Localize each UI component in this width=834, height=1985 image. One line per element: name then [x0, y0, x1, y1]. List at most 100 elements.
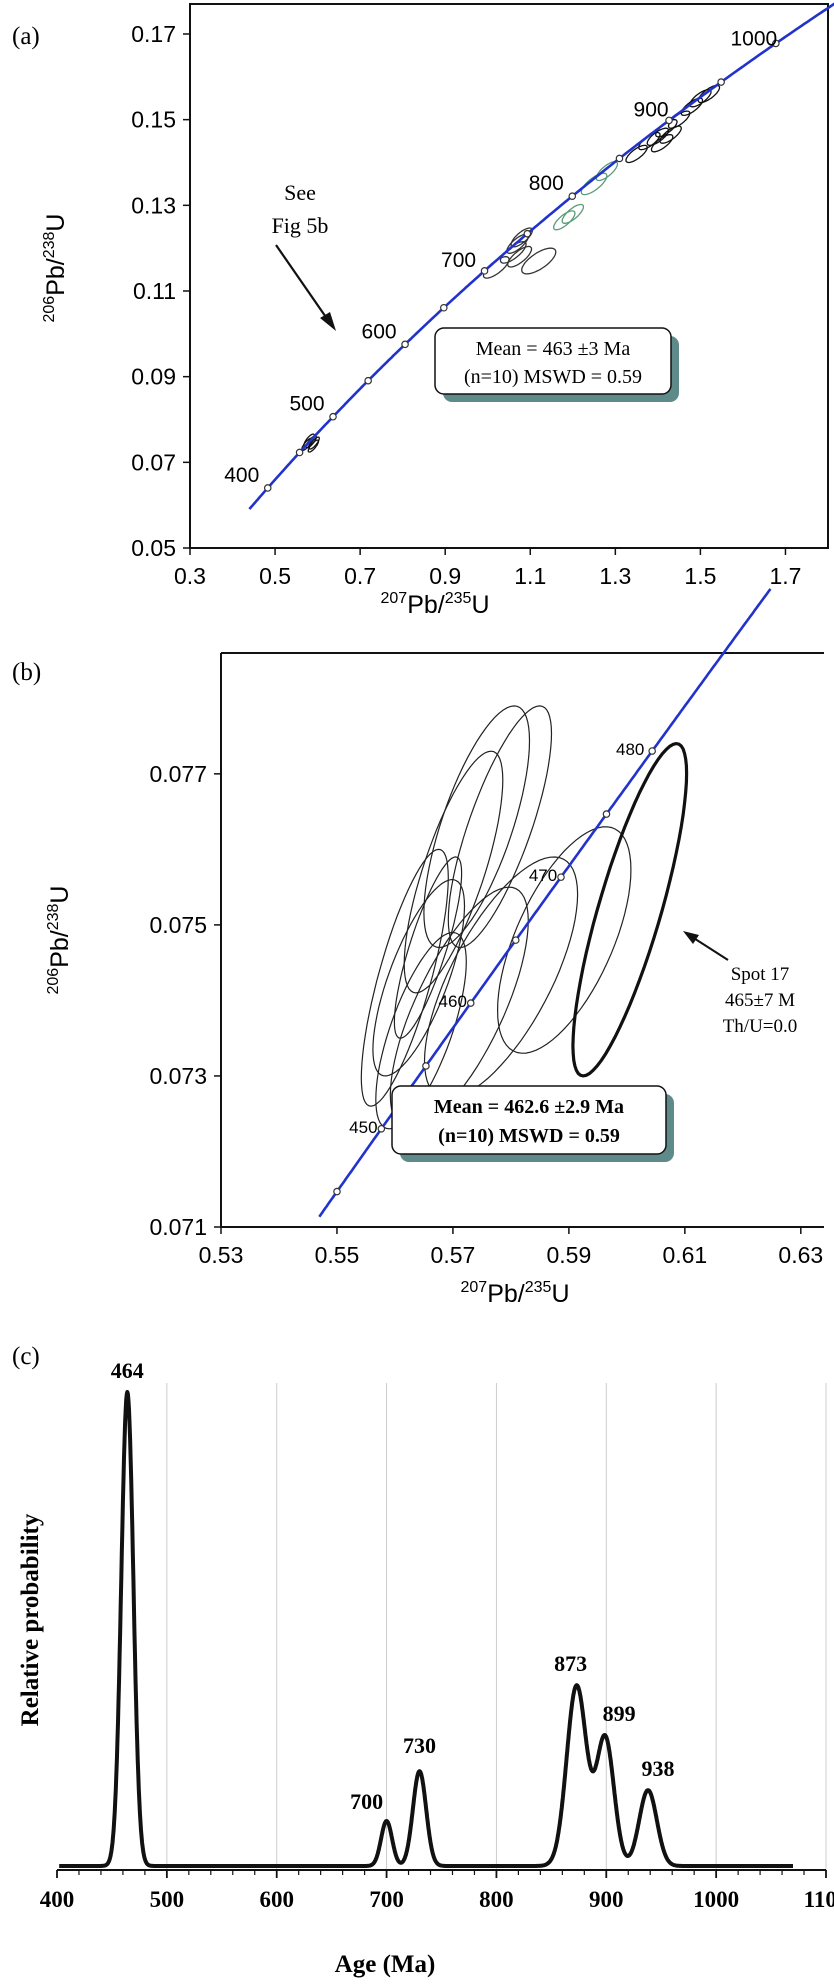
spot-17-age: 465±7 M: [725, 990, 795, 1011]
panel-a-stats-box: [434, 327, 672, 395]
age-marker-900: [665, 116, 673, 125]
age-marker-475: [602, 810, 611, 818]
ellipse-9: [507, 245, 533, 268]
peak-label-730: 730: [403, 1733, 436, 1758]
see-fig-5b-line2: Fig 5b: [272, 213, 329, 238]
age-label-1000: 1000: [730, 27, 777, 50]
y-tick-label-0: 0.05: [131, 535, 176, 561]
see-fig-5b-arrowhead: [320, 312, 336, 331]
x-tick-label-3: 0.59: [547, 1242, 592, 1268]
age-marker-445: [333, 1187, 341, 1196]
x-tick-label-2: 600: [259, 1887, 294, 1912]
ellipse-16: [625, 144, 648, 164]
panel-c-x-axis-label: Age (Ma): [335, 1951, 436, 1978]
panel-b-x-axis-label: 207Pb/235U: [461, 1279, 570, 1308]
x-tick-label-1: 500: [150, 1887, 185, 1912]
peak-label-899: 899: [603, 1701, 636, 1726]
age-marker-700: [480, 267, 489, 275]
ellipse-7: [389, 886, 529, 1130]
panel-b-mean-text: Mean = 462.6 ±2.9 Ma: [434, 1096, 624, 1118]
x-tick-label-0: 400: [40, 1887, 75, 1912]
x-tick-label-5: 900: [589, 1887, 624, 1912]
ellipse-25: [697, 84, 721, 104]
panel-a-frame: [189, 3, 829, 549]
panel-c-x-ticks: 400 500 600 700 800 900 1000 1100: [40, 1870, 834, 1912]
spot-17-label: Spot 17: [731, 964, 790, 985]
x-tick-label-4: 0.61: [662, 1242, 707, 1268]
x-tick-label-0: 0.53: [199, 1242, 244, 1268]
x-tick-label-3: 700: [369, 1887, 404, 1912]
age-marker-465: [511, 936, 520, 944]
y-tick-label-1: 0.073: [149, 1063, 207, 1089]
age-label-800: 800: [529, 172, 564, 195]
age-marker-500: [329, 412, 337, 421]
x-tick-label-6: 1.5: [684, 563, 716, 589]
panel-b-stats-box: [391, 1085, 667, 1155]
age-marker-455: [422, 1062, 430, 1070]
x-tick-label-1: 0.55: [315, 1242, 360, 1268]
ellipse-19: [650, 133, 674, 153]
y-tick-label-2: 0.075: [149, 912, 207, 938]
panel-a-mswd-text: (n=10) MSWD = 0.59: [464, 366, 642, 388]
age-marker-800: [568, 192, 577, 201]
peak-label-464: 464: [111, 1358, 144, 1383]
age-label-470: 470: [529, 866, 557, 885]
panel-b-y-axis-label: 206Pb/238U: [45, 886, 74, 995]
see-fig-5b-line1: See: [284, 180, 316, 205]
ellipse-6: [482, 256, 510, 279]
y-tick-label-5: 0.15: [131, 107, 176, 133]
ellipse-6: [423, 856, 579, 1100]
ellipse-22: [667, 110, 691, 129]
panel-c-label: (c): [12, 1343, 40, 1370]
age-marker-460: [466, 999, 475, 1007]
panel-b: (b) 450 460 470 480 0.53 0.55 0.57 0.59 0.61 0.6…: [12, 588, 824, 1308]
x-tick-label-4: 1.1: [514, 563, 546, 589]
panel-a: (a) 400 500 600 700 800 900 1000 0.3 0.5 0.7 0.9 1…: [12, 2, 834, 619]
x-tick-label-4: 800: [479, 1887, 514, 1912]
ellipse-9: [393, 856, 463, 1039]
peak-label-938: 938: [642, 1756, 675, 1781]
y-tick-label-0: 0.071: [149, 1214, 207, 1240]
ellipse-18: [646, 127, 670, 147]
age-label-900: 900: [634, 98, 669, 121]
y-tick-label-2: 0.09: [131, 364, 176, 390]
panel-c: (c) 400 500 600 700 800 900 1000 1100 464 700 730…: [12, 1343, 834, 1978]
age-marker-750: [523, 229, 532, 238]
x-tick-label-3: 0.9: [429, 563, 461, 589]
x-tick-label-2: 0.7: [344, 563, 376, 589]
x-tick-label-7: 1100: [804, 1887, 834, 1912]
age-label-700: 700: [441, 249, 476, 272]
x-tick-label-6: 1000: [693, 1887, 739, 1912]
y-tick-label-3: 0.11: [133, 278, 176, 304]
panel-b-ellipses: [360, 705, 689, 1130]
age-marker-450: [295, 448, 304, 457]
age-label-600: 600: [362, 320, 397, 343]
panel-a-age-markers: 400 500 600 700 800 900 1000: [224, 27, 780, 492]
age-label-500: 500: [290, 393, 325, 416]
x-tick-label-0: 0.3: [174, 563, 206, 589]
age-marker-550: [364, 376, 372, 385]
age-label-450: 450: [349, 1118, 377, 1137]
ellipse-10: [510, 227, 534, 248]
ellipse-4: [447, 705, 553, 949]
x-tick-label-7: 1.7: [769, 563, 801, 589]
panel-b-label: (b): [12, 659, 41, 686]
panel-a-y-axis-label: 206Pb/238U: [41, 214, 70, 323]
ellipse-5: [307, 439, 320, 453]
ellipse-11: [571, 741, 689, 1078]
age-marker-650: [440, 303, 448, 312]
y-tick-label-4: 0.13: [131, 192, 176, 218]
y-tick-label-3: 0.077: [149, 761, 207, 787]
age-label-460: 460: [439, 992, 467, 1011]
panel-a-x-ticks: 0.3 0.5 0.7 0.9 1.1 1.3 1.5 1.7: [174, 548, 801, 589]
age-marker-480: [648, 747, 656, 755]
ellipse-15: [595, 160, 619, 182]
see-fig-5b-arrow-shaft: [275, 244, 331, 324]
panel-c-peak-labels: 464 700 730 873 899 938: [111, 1358, 675, 1814]
panel-b-x-ticks: 0.53 0.55 0.57 0.59 0.61 0.63: [199, 1227, 823, 1268]
spot-17-thu: Th/U=0.0: [723, 1016, 798, 1037]
age-marker-950: [717, 78, 725, 86]
age-marker-450: [377, 1124, 386, 1133]
age-marker-400: [263, 484, 272, 492]
